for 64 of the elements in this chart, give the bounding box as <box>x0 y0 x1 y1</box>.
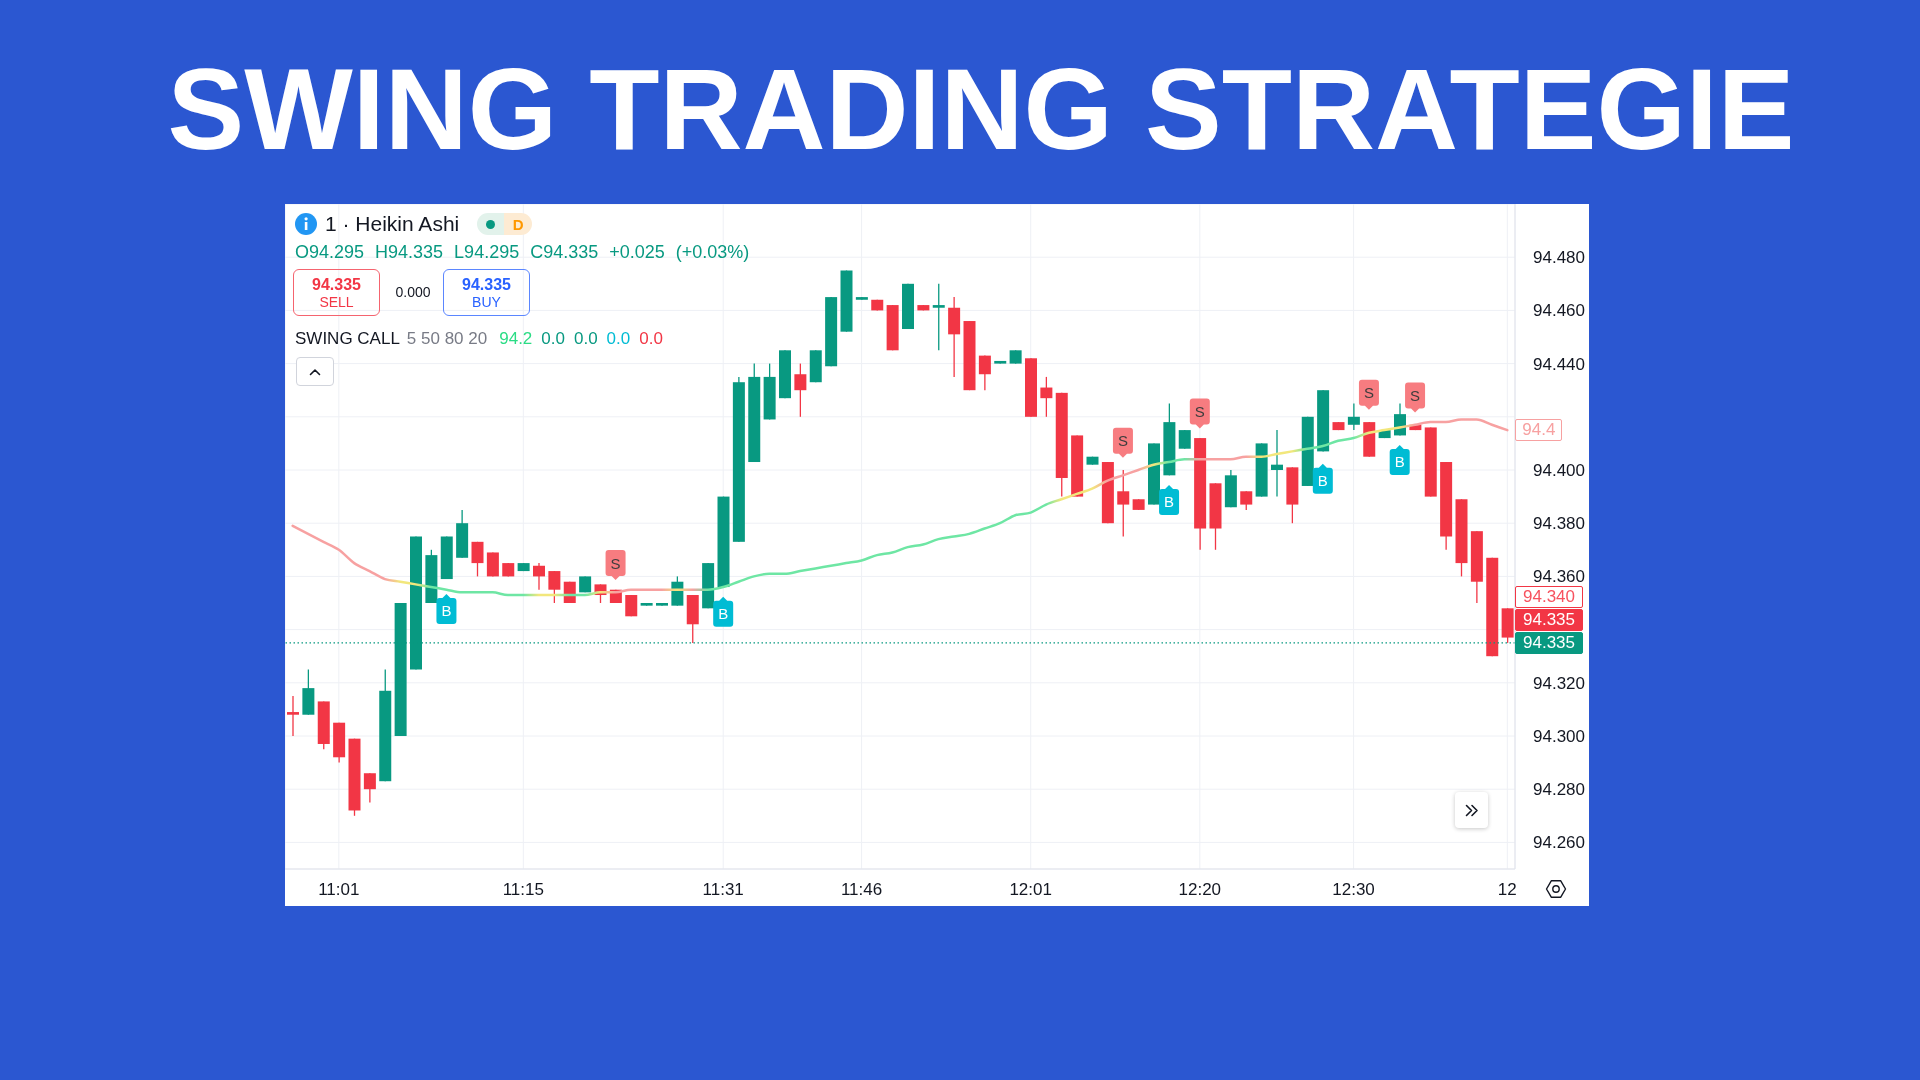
candlestick <box>1347 402 1360 431</box>
chart-title: SWING TRADING STRATEGIE <box>167 44 1795 174</box>
data-label: S <box>610 554 621 572</box>
y-tick-label: 94.280 <box>1533 780 1585 800</box>
data-label: S <box>1363 384 1374 402</box>
data-label: B <box>441 602 452 620</box>
x-tick-label: 11:46 <box>840 880 883 900</box>
x-tick-label: 12:30 <box>1332 880 1375 900</box>
annotation: D <box>512 215 524 233</box>
candlestick <box>1117 469 1130 538</box>
data-label: 94.4 <box>1515 419 1563 442</box>
x-tick-label: 11:31 <box>702 880 744 900</box>
candlestick <box>471 541 484 578</box>
data-label: B <box>718 605 729 623</box>
y-tick-label: 94.400 <box>1533 461 1585 481</box>
sell-button: 94.335 SELL <box>293 269 380 316</box>
annotation: 0.0 <box>573 329 598 349</box>
annotation: 94.2 <box>499 329 533 349</box>
annotation: 5 50 80 20 <box>406 329 488 349</box>
candlestick <box>978 354 991 391</box>
annotation: 0.0 <box>639 329 663 349</box>
y-tick-label: 94.460 <box>1533 301 1585 321</box>
annotation: 94.335 <box>462 274 511 294</box>
annotation: 0.0 <box>606 329 631 349</box>
candlestick <box>1271 429 1283 498</box>
candlestick <box>287 695 299 737</box>
x-tick-label: 12:20 <box>1178 880 1222 900</box>
x-tick-label: 11:15 <box>502 880 544 900</box>
y-tick-label: 94.300 <box>1533 727 1585 747</box>
text: 94.335 <box>1515 608 1583 631</box>
annotation: 0.0 <box>541 329 565 349</box>
candlestick <box>533 562 545 591</box>
data-label: S <box>1410 386 1421 404</box>
candlestick <box>363 772 376 804</box>
candlestick <box>1178 429 1191 450</box>
data-label: B <box>1394 453 1405 471</box>
y-tick-label: 94.380 <box>1533 514 1585 534</box>
y-tick-label: 94.360 <box>1533 567 1585 587</box>
chart-subtitle: 1 · Heikin Ashi <box>325 212 460 236</box>
data-label: B <box>1317 472 1328 490</box>
annotation: SWING CALL <box>295 329 400 349</box>
annotation: BUY <box>472 293 501 311</box>
candlestick <box>548 570 561 604</box>
ref-line-label: 94.335 <box>1515 631 1583 654</box>
annotation: 94.335 <box>312 274 361 294</box>
candlestick <box>932 283 945 351</box>
data-label: B <box>1164 493 1175 511</box>
buy-button: 94.335 BUY <box>443 269 530 316</box>
candlestick <box>1040 376 1053 418</box>
y-tick-label: 94.480 <box>1533 248 1585 268</box>
data-label: S <box>1194 402 1205 420</box>
x-tick-label: 11:01 <box>318 880 360 900</box>
y-tick-label: 94.440 <box>1533 354 1585 374</box>
annotation: 0.000 <box>394 283 432 301</box>
y-tick-label: 94.320 <box>1533 673 1585 693</box>
data-label: S <box>1117 432 1128 450</box>
candlestick <box>794 362 807 418</box>
candlestick <box>1240 490 1253 511</box>
x-tick-label: 12:01 <box>1009 880 1052 900</box>
x-tick-label: 12 <box>1497 880 1517 900</box>
y-tick-label: 94.260 <box>1533 833 1585 853</box>
annotation: SELL <box>319 293 354 311</box>
text: 94.340 <box>1515 585 1583 608</box>
annotation: O94.295 H94.335 L94.295 C94.335 +0.025 (+0.03%) <box>295 242 750 263</box>
